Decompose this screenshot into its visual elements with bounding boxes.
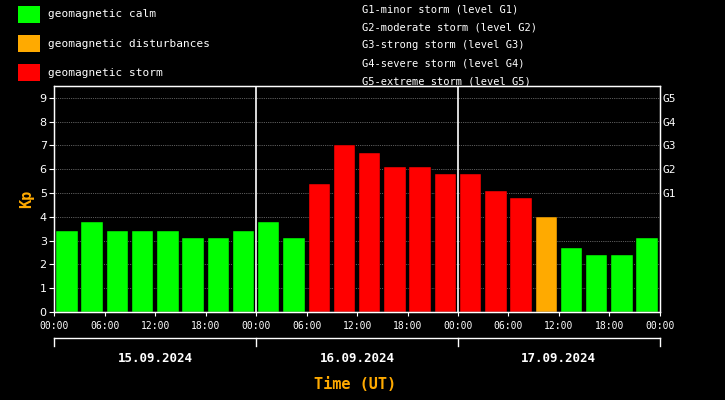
Bar — [309, 184, 330, 312]
Bar — [536, 217, 557, 312]
Bar — [183, 238, 204, 312]
Text: G3-strong storm (level G3): G3-strong storm (level G3) — [362, 40, 525, 50]
Text: G4-severe storm (level G4): G4-severe storm (level G4) — [362, 58, 525, 68]
Bar — [18, 64, 39, 81]
Bar — [81, 222, 103, 312]
Bar — [586, 255, 608, 312]
Text: G2-moderate storm (level G2): G2-moderate storm (level G2) — [362, 22, 537, 32]
Y-axis label: Kp: Kp — [19, 190, 34, 208]
Bar — [132, 231, 154, 312]
Bar — [359, 153, 381, 312]
Bar — [384, 167, 405, 312]
Bar — [434, 174, 456, 312]
Text: geomagnetic disturbances: geomagnetic disturbances — [48, 38, 210, 48]
Bar — [611, 255, 633, 312]
Text: 16.09.2024: 16.09.2024 — [320, 352, 394, 364]
Bar — [283, 238, 304, 312]
Text: geomagnetic calm: geomagnetic calm — [48, 9, 156, 19]
Bar — [107, 231, 128, 312]
Bar — [560, 248, 582, 312]
Text: G5-extreme storm (level G5): G5-extreme storm (level G5) — [362, 76, 531, 86]
Bar — [637, 238, 658, 312]
Bar — [18, 6, 39, 23]
Text: 15.09.2024: 15.09.2024 — [117, 352, 193, 364]
Bar — [57, 231, 78, 312]
Bar — [207, 238, 229, 312]
Bar — [334, 146, 355, 312]
Bar — [485, 191, 507, 312]
Text: Time (UT): Time (UT) — [314, 377, 397, 392]
Bar — [233, 231, 254, 312]
Bar — [510, 198, 531, 312]
Text: 17.09.2024: 17.09.2024 — [521, 352, 597, 364]
Bar — [157, 231, 178, 312]
Bar — [18, 35, 39, 52]
Bar — [410, 167, 431, 312]
Text: G1-minor storm (level G1): G1-minor storm (level G1) — [362, 4, 519, 14]
Text: geomagnetic storm: geomagnetic storm — [48, 68, 162, 78]
Bar — [460, 174, 481, 312]
Bar — [258, 222, 280, 312]
